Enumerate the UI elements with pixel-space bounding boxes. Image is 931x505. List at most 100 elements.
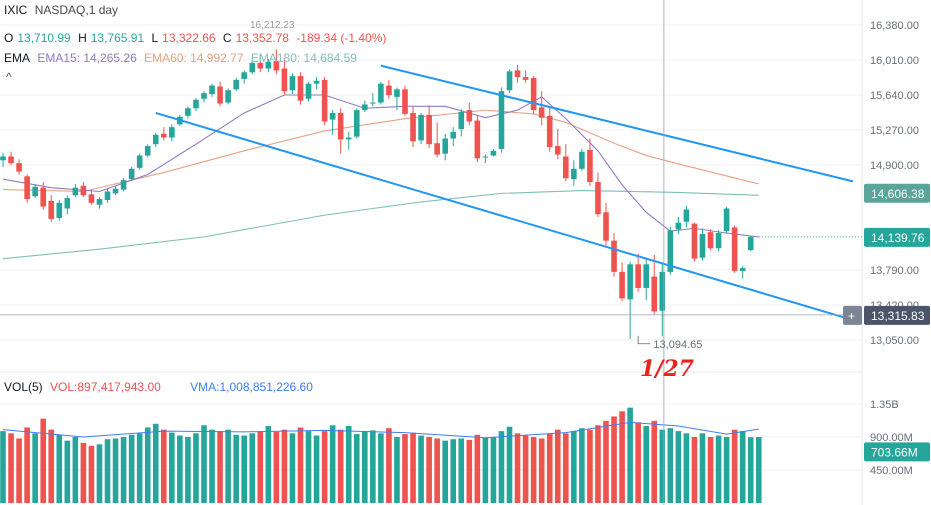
volume-bar (56, 434, 63, 503)
volume-bar (241, 435, 247, 503)
volume-bar (667, 428, 674, 503)
volume-bar (40, 418, 46, 503)
volume-bar (152, 423, 159, 503)
add-alert-button[interactable] (843, 305, 862, 325)
candle-down (691, 223, 698, 259)
price-tick-label: 13,050.00 (870, 335, 919, 347)
candle-up (442, 138, 448, 154)
candle-up (458, 112, 465, 130)
candle-up (152, 134, 159, 145)
candle-up (193, 99, 199, 109)
candle-up (32, 186, 38, 197)
candles (0, 49, 754, 340)
ema180-value: EMA180: 14,684.59 (250, 51, 357, 65)
price-tick-label: 16,010.00 (870, 55, 919, 67)
volume-bar (554, 429, 561, 503)
candle-up (699, 234, 706, 258)
symbol-header[interactable]: IXIC NASDAQ,1 day (4, 3, 122, 17)
candle-down (619, 271, 625, 299)
candle-down (530, 77, 537, 111)
plus-icon: + (848, 309, 855, 323)
upper-trendline (380, 64, 854, 183)
candle-up (289, 76, 296, 91)
candle-up (498, 91, 505, 149)
volume-bar (611, 416, 617, 503)
volume-bar (506, 426, 513, 503)
candle-down (635, 264, 641, 288)
ema60-value: EMA60: 14,992.77 (144, 51, 244, 65)
volume-bar (345, 426, 352, 503)
volume-bar (418, 435, 424, 503)
ema-label[interactable]: EMA (4, 51, 31, 65)
ema-row[interactable]: EMA EMA15: 14,265.26 EMA60: 14,992.77 EM… (4, 51, 361, 65)
crosshair-price-badge-text: 13,315.83 (871, 309, 925, 323)
candle-down (434, 143, 440, 155)
volume-bar (651, 420, 658, 503)
candle-up (225, 90, 231, 103)
volume-bar (514, 433, 521, 503)
volume-bar (177, 435, 183, 503)
close-value: 13,352.78 (235, 31, 289, 45)
candle-up (128, 168, 135, 180)
candle-up (353, 110, 360, 137)
price-tick-label: 14,900.00 (870, 160, 919, 172)
volume-header[interactable]: VOL(5) VOL:897,417,943.00 VMA:1,008,851,… (4, 380, 317, 394)
candle-down (217, 86, 223, 104)
candle-up (394, 89, 400, 97)
candle-down (161, 133, 167, 138)
candle-down (522, 77, 529, 80)
volume-bar (426, 437, 432, 503)
candle-up (659, 271, 666, 311)
volume-bar (88, 445, 95, 503)
volume-bar (691, 437, 698, 503)
price-tick-label: 13,790.00 (870, 265, 919, 277)
volume-bar (80, 442, 87, 503)
lower-trendline (155, 112, 854, 322)
volume-bar (595, 425, 601, 503)
candle-up (104, 191, 111, 200)
candle-down (281, 68, 288, 92)
volume-bar (739, 431, 746, 503)
volume-bar (337, 429, 344, 503)
candle-down (40, 187, 46, 207)
volume-bar (201, 425, 207, 503)
volume-bar (522, 435, 529, 503)
volume-label[interactable]: VOL(5) (4, 380, 43, 394)
candle-down (611, 240, 617, 272)
volume-bar (707, 437, 714, 503)
symbol-label[interactable]: IXIC (4, 3, 28, 17)
price-axis[interactable]: 16,380.00 16,010.00 15,640.00 15,270.00 14,9… (843, 20, 930, 477)
collapse-chevron-icon[interactable]: ^ (6, 70, 12, 84)
trendlines[interactable] (155, 64, 854, 322)
ema60-line (2, 109, 759, 193)
last-price-badge-bg (864, 227, 930, 247)
ema15-value: EMA15: 14,265.26 (37, 51, 137, 65)
candle-down (587, 149, 593, 183)
candle-up (185, 108, 191, 116)
volume-bar (498, 431, 505, 503)
volume-bar (434, 438, 440, 503)
candle-up (418, 114, 424, 141)
volume-bar (386, 428, 392, 503)
candle-up (56, 202, 63, 218)
volume-bar (48, 429, 55, 503)
candle-up (0, 156, 6, 161)
volume-bar (104, 439, 111, 503)
candle-down (563, 156, 569, 179)
volume-bar (265, 426, 272, 503)
candle-up (362, 104, 368, 111)
volume-bar (329, 425, 336, 503)
ema15-line (2, 94, 759, 238)
candle-down (257, 62, 264, 69)
candle-down (707, 232, 714, 249)
volume-bar (185, 437, 191, 503)
volume-bar (193, 433, 199, 503)
candle-down (651, 276, 658, 312)
volume-bar (144, 427, 151, 503)
volume-badge-text: 703.66M (871, 445, 918, 459)
candle-down (297, 76, 304, 101)
ema180-price-badge-text: 14,606.38 (871, 187, 925, 201)
volume-bar (675, 431, 682, 503)
last-price-badge-text: 14,139.76 (871, 231, 925, 245)
